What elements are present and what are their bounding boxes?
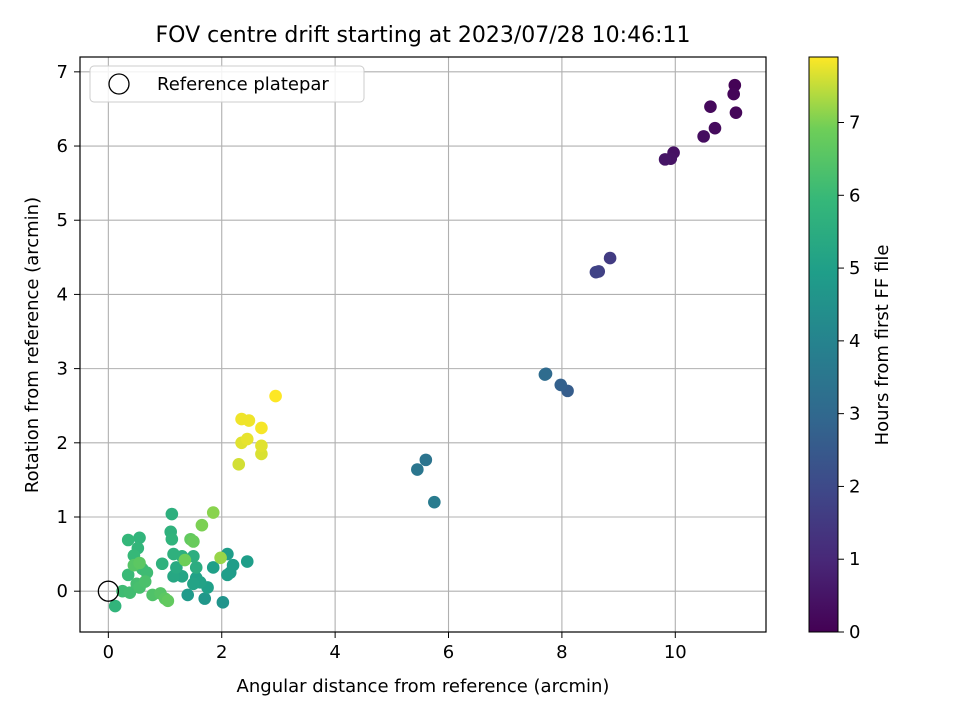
data-point <box>727 87 740 101</box>
data-point <box>221 568 234 582</box>
data-point <box>428 495 441 509</box>
data-point <box>123 586 137 599</box>
data-point <box>269 389 282 403</box>
x-tick-label: 2 <box>216 642 227 663</box>
data-point <box>155 557 169 571</box>
data-point <box>206 506 220 519</box>
x-tick-label: 10 <box>664 642 687 663</box>
y-axis-ticks: 0 1 2 3 4 5 6 7 <box>57 62 80 602</box>
x-tick-label: 0 <box>103 642 114 663</box>
legend-marker-icon <box>108 73 130 95</box>
data-point <box>554 378 568 392</box>
data-point <box>214 551 227 565</box>
data-point <box>603 251 617 265</box>
y-tick-label: 4 <box>57 284 68 305</box>
data-point <box>181 588 195 602</box>
reference-marker <box>97 580 119 602</box>
colorbar-tick-label: 5 <box>849 258 860 279</box>
data-point <box>704 100 717 114</box>
data-point <box>133 556 146 570</box>
data-point <box>206 561 220 574</box>
data-point <box>161 594 175 608</box>
legend: Reference platepar <box>89 65 365 103</box>
y-tick-label: 0 <box>57 581 68 602</box>
y-tick-label: 3 <box>57 359 68 380</box>
colorbar-ticks: 0 1 2 3 4 5 6 7 <box>838 113 860 643</box>
data-point <box>138 575 152 588</box>
data-point <box>121 568 135 582</box>
grid-lines <box>80 57 766 632</box>
y-tick-label: 6 <box>57 136 68 157</box>
y-axis-label: Rotation from reference (arcmin) <box>22 197 43 493</box>
x-tick-label: 4 <box>329 642 340 663</box>
colorbar-tick-label: 0 <box>849 622 860 643</box>
data-point <box>187 535 200 548</box>
data-point <box>195 518 209 532</box>
chart-title: FOV centre drift starting at 2023/07/28 … <box>156 23 691 48</box>
reference-point <box>97 580 119 602</box>
data-point <box>589 265 603 279</box>
data-points <box>108 78 743 613</box>
legend-entry-reference: Reference platepar <box>157 74 329 95</box>
data-point <box>121 533 135 547</box>
colorbar-tick-label: 7 <box>849 113 860 134</box>
data-point <box>255 421 268 435</box>
data-point <box>133 531 146 545</box>
data-point <box>108 599 122 613</box>
x-tick-label: 8 <box>556 642 567 663</box>
colorbar-tick-label: 6 <box>849 185 860 206</box>
data-point <box>170 561 183 574</box>
legend-box <box>89 65 365 103</box>
data-point <box>198 592 212 605</box>
y-tick-label: 1 <box>57 507 68 528</box>
plot-frame <box>79 56 767 633</box>
colorbar: 0 1 2 3 4 5 6 7 Hours from first FF file <box>808 56 893 643</box>
data-point <box>187 577 200 591</box>
data-point <box>216 596 230 609</box>
colorbar-label: Hours from first FF file <box>872 245 893 446</box>
y-tick-label: 2 <box>57 433 68 454</box>
data-point <box>240 432 254 446</box>
y-tick-label: 5 <box>57 210 68 231</box>
colorbar-tick-label: 1 <box>849 549 860 570</box>
data-point <box>538 368 552 381</box>
data-point <box>178 553 192 567</box>
data-point <box>242 414 256 427</box>
data-point <box>697 130 710 143</box>
y-tick-label: 7 <box>57 62 68 83</box>
data-point <box>165 507 179 521</box>
data-point <box>411 463 424 476</box>
x-tick-label: 6 <box>443 642 454 663</box>
x-axis-ticks: 0 2 4 6 8 10 <box>103 632 687 663</box>
data-point <box>226 558 240 572</box>
colorbar-gradient <box>808 56 839 633</box>
data-point <box>729 106 743 119</box>
x-axis-label: Angular distance from reference (arcmin) <box>237 676 610 697</box>
data-point <box>167 547 180 561</box>
colorbar-tick-label: 3 <box>849 404 860 425</box>
data-point <box>255 439 268 453</box>
colorbar-tick-label: 2 <box>849 476 860 497</box>
data-point <box>708 121 722 135</box>
data-point <box>189 561 203 574</box>
data-point <box>658 153 672 166</box>
data-point <box>232 458 246 471</box>
data-point <box>419 453 433 467</box>
colorbar-tick-label: 4 <box>849 331 860 352</box>
data-point <box>240 555 254 568</box>
data-point <box>165 532 179 546</box>
